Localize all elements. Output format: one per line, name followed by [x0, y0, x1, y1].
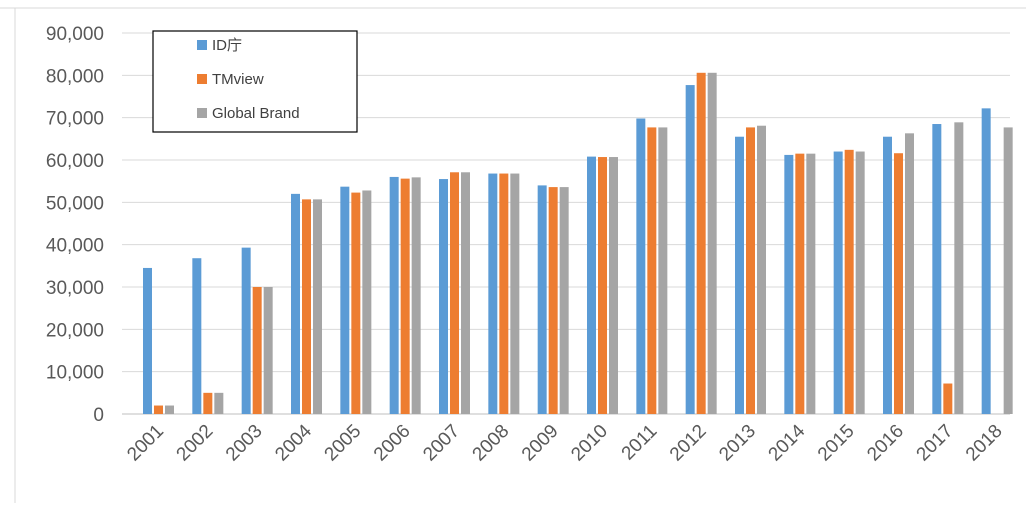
bar-tmview-2012: [696, 72, 706, 414]
bar-id--2005: [340, 186, 350, 414]
y-tick-label: 30,000: [46, 278, 104, 299]
bar-global-brand-2015: [855, 151, 865, 415]
bar-global-brand-2004: [313, 199, 322, 414]
bar-global-brand-2008: [510, 173, 520, 414]
bar-id--2009: [537, 185, 547, 414]
bars: [143, 72, 1013, 415]
bar-tmview-2013: [746, 127, 755, 415]
x-tick-label: 2008: [469, 421, 514, 466]
bar-global-brand-2016: [905, 133, 914, 414]
x-tick-label: 2017: [913, 421, 958, 466]
bar-id--2015: [833, 151, 843, 415]
bar-id--2018: [981, 108, 991, 414]
bar-tmview-2015: [844, 149, 854, 414]
bar-global-brand-2018: [1003, 127, 1013, 415]
bar-id--2007: [439, 179, 448, 414]
x-tick-label: 2004: [271, 420, 316, 465]
bar-id--2002: [192, 258, 202, 414]
bar-id--2011: [636, 118, 646, 414]
legend-swatch: [197, 40, 207, 50]
bar-tmview-2007: [450, 172, 459, 414]
y-tick-label: 0: [93, 405, 104, 426]
bar-global-brand-2006: [411, 177, 421, 414]
bar-id--2008: [488, 173, 498, 414]
bar-tmview-2009: [548, 187, 558, 414]
y-tick-label: 40,000: [46, 236, 104, 257]
x-axis: 2001 2002 2003 2004 2005 2006 2007 2008 2009 2010…: [123, 420, 1006, 465]
bar-global-brand-2009: [559, 187, 569, 414]
legend-label: ID庁: [212, 37, 242, 54]
bar-id--2001: [143, 267, 152, 414]
y-tick-label: 60,000: [46, 151, 104, 172]
bar-id--2004: [291, 193, 300, 414]
x-tick-label: 2011: [618, 421, 662, 465]
bar-global-brand-2007: [461, 172, 470, 414]
y-tick-label: 80,000: [46, 66, 104, 87]
bar-global-brand-2014: [806, 153, 816, 414]
bar-global-brand-2005: [362, 190, 372, 414]
y-tick-label: 10,000: [46, 363, 104, 384]
bar-global-brand-2013: [757, 125, 766, 415]
bar-tmview-2004: [302, 199, 311, 414]
bar-id--2016: [883, 136, 892, 414]
bar-tmview-2011: [647, 127, 657, 415]
x-tick-label: 2013: [715, 421, 760, 466]
y-axis: 0 10,000 20,000 30,000 40,000 50,000 60,000 70,…: [46, 24, 104, 426]
x-tick-label: 2009: [518, 421, 563, 466]
bar-id--2017: [932, 124, 942, 415]
bar-id--2014: [784, 154, 794, 415]
bar-tmview-2010: [598, 157, 607, 414]
x-tick-label: 2012: [666, 421, 711, 466]
bar-id--2010: [587, 156, 596, 414]
x-tick-label: 2018: [962, 421, 1007, 466]
x-tick-label: 2015: [814, 421, 859, 466]
x-tick-label: 2010: [567, 421, 612, 466]
legend: ID庁 TMview Global Brand: [152, 30, 358, 133]
bar-global-brand-2011: [658, 127, 668, 415]
y-tick-label: 70,000: [46, 109, 104, 130]
bar-global-brand-2001: [165, 405, 174, 414]
bar-id--2003: [241, 247, 251, 414]
bar-tmview-2001: [154, 405, 163, 414]
bar-global-brand-2010: [609, 157, 618, 414]
y-tick-label: 90,000: [46, 24, 104, 45]
bar-id--2013: [735, 136, 744, 414]
bar-global-brand-2017: [954, 122, 964, 414]
bar-tmview-2003: [252, 287, 262, 414]
bar-global-brand-2003: [263, 287, 273, 414]
bar-id--2012: [685, 85, 695, 414]
x-tick-label: 2014: [765, 420, 810, 465]
y-tick-label: 20,000: [46, 320, 104, 341]
legend-swatch: [197, 74, 207, 84]
bar-global-brand-2002: [214, 392, 224, 414]
bar-tmview-2002: [203, 392, 213, 414]
x-tick-label: 2006: [370, 421, 415, 466]
legend-swatch: [197, 108, 207, 118]
legend-label: TMview: [212, 71, 264, 88]
x-tick-label: 2002: [173, 421, 218, 466]
legend-box: [152, 30, 358, 133]
bar-tmview-2005: [351, 192, 361, 414]
legend-label: Global Brand: [212, 105, 300, 122]
bar-tmview-2008: [499, 173, 509, 414]
bar-global-brand-2012: [707, 72, 717, 414]
x-tick-label: 2016: [863, 421, 908, 466]
x-tick-label: 2007: [419, 421, 464, 466]
bar-id--2006: [389, 176, 399, 414]
bar-tmview-2014: [795, 153, 805, 414]
bar-tmview-2016: [894, 153, 903, 414]
x-tick-label: 2001: [123, 421, 168, 466]
x-tick-label: 2005: [321, 421, 366, 466]
bar-tmview-2006: [400, 178, 410, 414]
y-tick-label: 50,000: [46, 193, 104, 214]
bar-tmview-2017: [943, 383, 953, 414]
x-tick-label: 2003: [222, 421, 267, 466]
